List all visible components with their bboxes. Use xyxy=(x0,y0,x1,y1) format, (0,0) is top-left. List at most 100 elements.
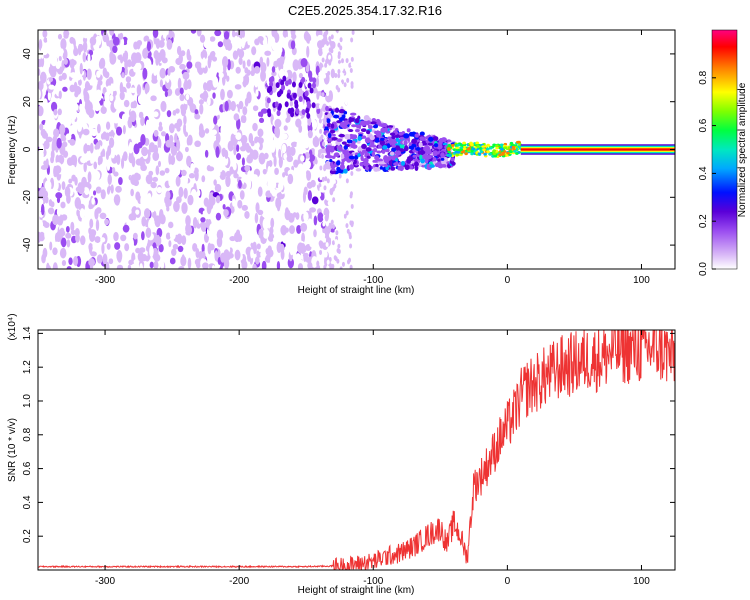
heatmap-cell xyxy=(94,170,101,181)
heatmap-cell xyxy=(188,173,196,179)
heatmap-cell xyxy=(257,186,263,197)
heatmap-cell xyxy=(191,53,197,60)
heatmap-cell xyxy=(314,158,318,165)
heatmap-cell xyxy=(343,82,347,88)
heatmap-cell xyxy=(250,248,254,259)
heatmap-cell xyxy=(185,123,193,133)
heatmap-cell xyxy=(62,86,68,92)
heatmap-cell xyxy=(63,30,70,37)
heatmap-cell xyxy=(204,128,210,134)
heatmap-cell xyxy=(71,209,75,215)
heatmap-cell xyxy=(177,77,182,90)
heatmap-cell xyxy=(269,226,274,235)
heatmap-cell xyxy=(64,186,71,198)
heatmap-cell xyxy=(59,48,64,57)
heatmap-cell xyxy=(240,115,245,123)
heatmap-cell xyxy=(389,151,395,156)
heatmap-cell xyxy=(99,197,105,210)
heatmap-cell xyxy=(320,192,325,201)
heatmap-cell xyxy=(327,70,331,76)
heatmap-cell xyxy=(215,48,222,59)
heatmap-cell xyxy=(119,81,124,94)
heatmap-cell xyxy=(326,91,330,97)
heatmap-cell xyxy=(110,150,115,159)
heatmap-cell xyxy=(317,212,324,223)
heatmap-cell xyxy=(373,166,379,172)
heatmap-cell xyxy=(113,99,121,110)
heatmap-cell xyxy=(447,147,451,150)
heatmap-cell xyxy=(327,145,331,150)
heatmap-cell xyxy=(399,136,405,140)
heatmap-cell xyxy=(180,50,186,57)
heatmap-cell xyxy=(420,158,426,164)
heatmap-cell xyxy=(284,101,289,108)
heatmap-cell xyxy=(434,163,440,168)
heatmap-cell xyxy=(42,247,48,259)
heatmap-cell xyxy=(350,203,354,209)
heatmap-cell xyxy=(206,96,211,106)
heatmap-cell xyxy=(309,207,317,213)
heatmap-cell xyxy=(168,221,174,229)
heatmap-cell xyxy=(479,150,484,154)
heatmap-cell xyxy=(162,31,167,39)
heatmap-cell xyxy=(42,98,48,108)
heatmap-cell xyxy=(251,149,259,160)
heatmap-cell xyxy=(150,95,157,102)
heatmap-cell xyxy=(258,228,264,239)
heatmap-cell xyxy=(279,243,285,253)
heatmap-cell xyxy=(73,47,79,57)
heatmap-cell xyxy=(122,124,126,135)
heatmap-cell xyxy=(165,74,170,83)
heatmap-cell xyxy=(87,171,92,183)
heatmap-cell xyxy=(338,108,346,114)
heatmap-cell xyxy=(246,155,253,164)
heatmap-cell xyxy=(142,47,149,59)
heatmap-cell xyxy=(136,41,141,50)
heatmap-cell xyxy=(155,38,161,49)
heatmap-cell xyxy=(419,136,425,141)
heatmap-cell xyxy=(366,138,370,143)
heatmap-cell xyxy=(95,149,100,157)
heatmap-cell xyxy=(270,75,275,82)
heatmap-cell xyxy=(102,253,108,265)
heatmap-cell xyxy=(329,90,333,96)
heatmap-cell xyxy=(336,145,342,149)
heatmap-cell xyxy=(267,165,271,178)
heatmap-cell xyxy=(327,108,333,112)
heatmap-cell xyxy=(411,138,418,145)
heatmap-cell xyxy=(427,142,433,146)
heatmap-cell xyxy=(84,81,90,91)
heatmap-cell xyxy=(366,155,371,159)
heatmap-cell xyxy=(347,171,351,177)
heatmap-cell xyxy=(150,101,156,111)
heatmap-cell xyxy=(235,76,240,84)
y-tick-label: 1.4 xyxy=(22,326,33,340)
heatmap-cell xyxy=(95,207,102,214)
heatmap-cell xyxy=(337,73,341,79)
heatmap-cell xyxy=(322,141,326,147)
heatmap-cell xyxy=(247,38,252,46)
heatmap-cell xyxy=(348,90,352,96)
heatmap-cell xyxy=(338,173,342,179)
heatmap-cell xyxy=(270,217,275,229)
heatmap-cell xyxy=(96,123,101,134)
heatmap-cell xyxy=(77,43,84,53)
heatmap-cell xyxy=(450,157,455,162)
heatmap-cell xyxy=(133,65,138,73)
heatmap-cell xyxy=(214,250,219,262)
heatmap-cell xyxy=(38,179,42,189)
heatmap-cell xyxy=(237,199,243,209)
heatmap-cell xyxy=(192,243,198,252)
heatmap-cell xyxy=(71,174,77,182)
heatmap-cell xyxy=(216,229,224,240)
heatmap-cell xyxy=(114,242,121,250)
heatmap-cell xyxy=(158,244,164,253)
heatmap-cell xyxy=(174,88,181,96)
heatmap-cell xyxy=(349,243,353,249)
heatmap-cell xyxy=(233,211,239,217)
heatmap-cell xyxy=(230,206,235,214)
heatmap-cell xyxy=(93,101,101,112)
heatmap-cell xyxy=(328,36,332,42)
heatmap-cell xyxy=(466,147,470,151)
heatmap-cell xyxy=(517,140,521,144)
